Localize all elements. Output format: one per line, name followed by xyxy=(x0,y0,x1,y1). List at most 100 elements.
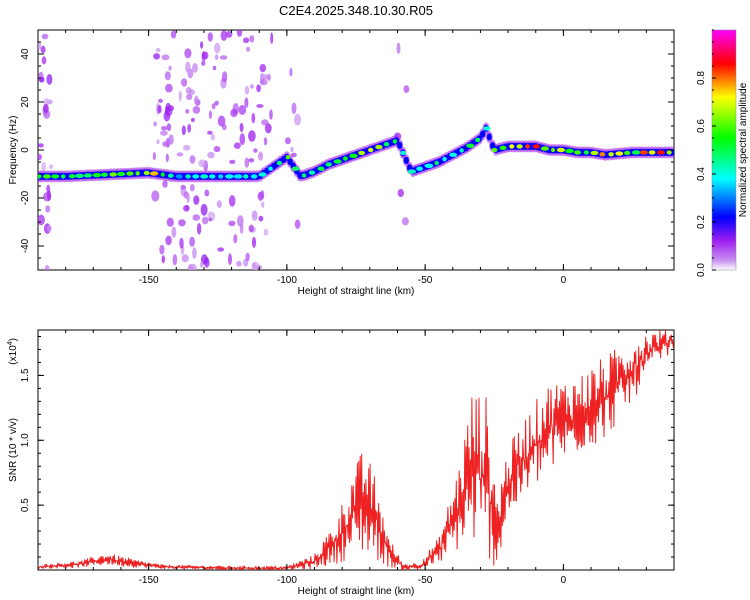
noise-speckle xyxy=(184,48,192,59)
noise-speckle xyxy=(165,153,169,163)
ridge-blob xyxy=(407,169,416,174)
ridge-blob xyxy=(258,172,267,177)
noise-speckle xyxy=(263,137,268,146)
ridge-blob xyxy=(449,152,458,157)
noise-speckle xyxy=(38,42,42,50)
snr-panel: -150 -100 -50 0 0.5 1.0 1.5 Height of straigh… xyxy=(7,329,675,597)
noise-speckle xyxy=(38,154,42,161)
noise-speckle xyxy=(214,54,219,60)
spectrogram-y-tick-label: -40 xyxy=(20,238,31,253)
noise-speckle xyxy=(246,46,251,52)
noise-speckle xyxy=(161,54,170,61)
noise-speckle xyxy=(403,85,410,93)
noise-speckle xyxy=(47,225,52,232)
spectrogram-panel: -150 -100 -50 0 -40 -20 0 20 40 Height of strai… xyxy=(8,29,675,297)
ridge-blob xyxy=(175,174,183,179)
ridge-blob xyxy=(459,148,464,153)
ridge-blob xyxy=(60,174,66,179)
noise-speckle xyxy=(152,152,156,161)
spectrogram-x-tick-label: 0 xyxy=(561,275,567,286)
spectrogram-y-tick-label: 20 xyxy=(20,96,31,108)
ridge-blob xyxy=(368,147,374,153)
noise-speckle xyxy=(189,184,195,192)
noise-speckle xyxy=(225,30,233,38)
ridge-blob xyxy=(75,173,84,178)
snr-line xyxy=(38,330,674,570)
noise-speckle xyxy=(259,78,268,86)
spectrogram-x-ticks: -150 -100 -50 0 xyxy=(37,30,675,286)
noise-speckle xyxy=(192,106,201,114)
noise-speckle xyxy=(156,139,160,145)
ridge-blob xyxy=(225,174,234,179)
noise-speckle xyxy=(178,219,186,227)
ridge-blob xyxy=(92,172,102,178)
ridge-blob xyxy=(532,144,540,149)
snr-x-tick-label: -150 xyxy=(139,575,159,586)
colorbar: 0.0 0.2 0.4 0.6 0.8 Normalized spectral ampl… xyxy=(696,29,749,277)
noise-speckle xyxy=(257,151,264,161)
noise-speckle xyxy=(207,130,213,135)
ridge-blob xyxy=(583,150,590,155)
spectrogram-y-tick-label: -20 xyxy=(20,190,31,205)
noise-speckle xyxy=(261,201,265,208)
noise-speckle xyxy=(250,84,254,89)
ridge-outer xyxy=(397,141,403,149)
noise-speckle xyxy=(166,123,172,131)
ridge-blob xyxy=(301,173,307,178)
ridge-blob xyxy=(143,170,150,176)
colorbar-gradient xyxy=(711,29,737,271)
noise-speckle xyxy=(192,63,198,73)
snr-y-tick-label: 1.0 xyxy=(20,433,31,447)
noise-speckle xyxy=(181,78,188,87)
noise-speckle xyxy=(198,159,206,168)
noise-speckle xyxy=(162,180,168,188)
noise-speckle xyxy=(186,93,193,100)
snr-y-scale-exponent: 4 xyxy=(7,341,14,345)
noise-speckle xyxy=(179,237,184,249)
ridge-outer xyxy=(287,158,293,166)
colorbar-tick-label: 0.6 xyxy=(696,119,707,133)
noise-speckle xyxy=(216,200,222,209)
noise-speckle xyxy=(183,144,191,151)
noise-speckle xyxy=(219,55,228,60)
noise-speckle xyxy=(200,203,208,216)
ridge-blob xyxy=(276,160,282,166)
ridge-blob xyxy=(434,160,439,166)
noise-speckle xyxy=(259,64,267,73)
ridge-blob xyxy=(185,174,191,179)
noise-speckle xyxy=(170,30,177,39)
snr-x-tick-label: 0 xyxy=(561,575,567,586)
ridge-blob xyxy=(200,174,209,179)
noise-speckle xyxy=(45,205,51,213)
noise-speckle xyxy=(190,117,195,123)
ridge-blob xyxy=(383,142,390,147)
spectrogram-y-label: Frequency (Hz) xyxy=(8,116,19,185)
ridge-blob xyxy=(574,150,582,155)
noise-speckle xyxy=(289,67,293,77)
noise-speckle xyxy=(185,61,191,73)
noise-speckle xyxy=(236,260,242,267)
noise-speckle xyxy=(238,105,247,115)
noise-speckle xyxy=(236,30,243,37)
noise-speckle xyxy=(269,109,273,120)
ridge-blob xyxy=(117,171,126,177)
noise-speckle xyxy=(256,84,261,93)
snr-y-ticks: 0.5 1.0 1.5 xyxy=(20,335,674,558)
snr-x-tick-label: -50 xyxy=(418,575,433,586)
noise-speckle xyxy=(153,53,161,60)
ridge-blob xyxy=(540,146,549,151)
noise-speckle xyxy=(244,157,250,168)
ridge-blob xyxy=(135,171,140,176)
noise-speckle xyxy=(172,254,178,266)
ridge-blob xyxy=(599,152,606,157)
snr-y-tick-label: 1.5 xyxy=(20,368,31,382)
snr-y-tick-label: 0.5 xyxy=(20,498,31,512)
snr-y-scale: (x104) xyxy=(7,338,19,365)
noise-speckle xyxy=(207,151,215,159)
noise-speckle xyxy=(290,146,294,153)
noise-speckle xyxy=(161,126,168,131)
noise-speckle xyxy=(186,192,190,204)
ridge-blob xyxy=(349,153,358,158)
noise-speckle xyxy=(253,148,258,153)
snr-x-tick-label: -100 xyxy=(277,575,297,586)
